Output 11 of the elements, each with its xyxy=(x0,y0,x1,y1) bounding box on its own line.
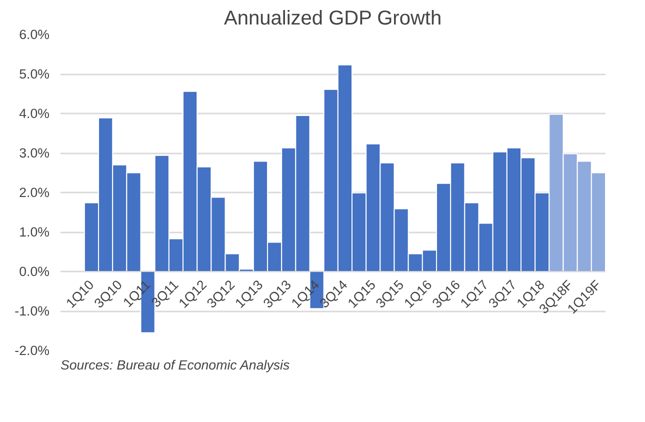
y-tick-label: 1.0% xyxy=(19,224,50,240)
y-tick-label: 2.0% xyxy=(19,185,50,200)
y-tick-label: 5.0% xyxy=(19,66,50,82)
y-tick-label: -2.0% xyxy=(14,343,50,358)
source-note: Sources: Bureau of Economic Analysis xyxy=(60,358,290,372)
y-tick-label: 6.0% xyxy=(19,27,50,42)
chart-title: Annualized GDP Growth xyxy=(224,8,442,30)
y-tick-label: 3.0% xyxy=(19,146,50,160)
y-tick-label: 4.0% xyxy=(19,106,50,121)
y-tick-label: -1.0% xyxy=(14,304,50,318)
y-tick-label: 0.0% xyxy=(19,264,50,279)
